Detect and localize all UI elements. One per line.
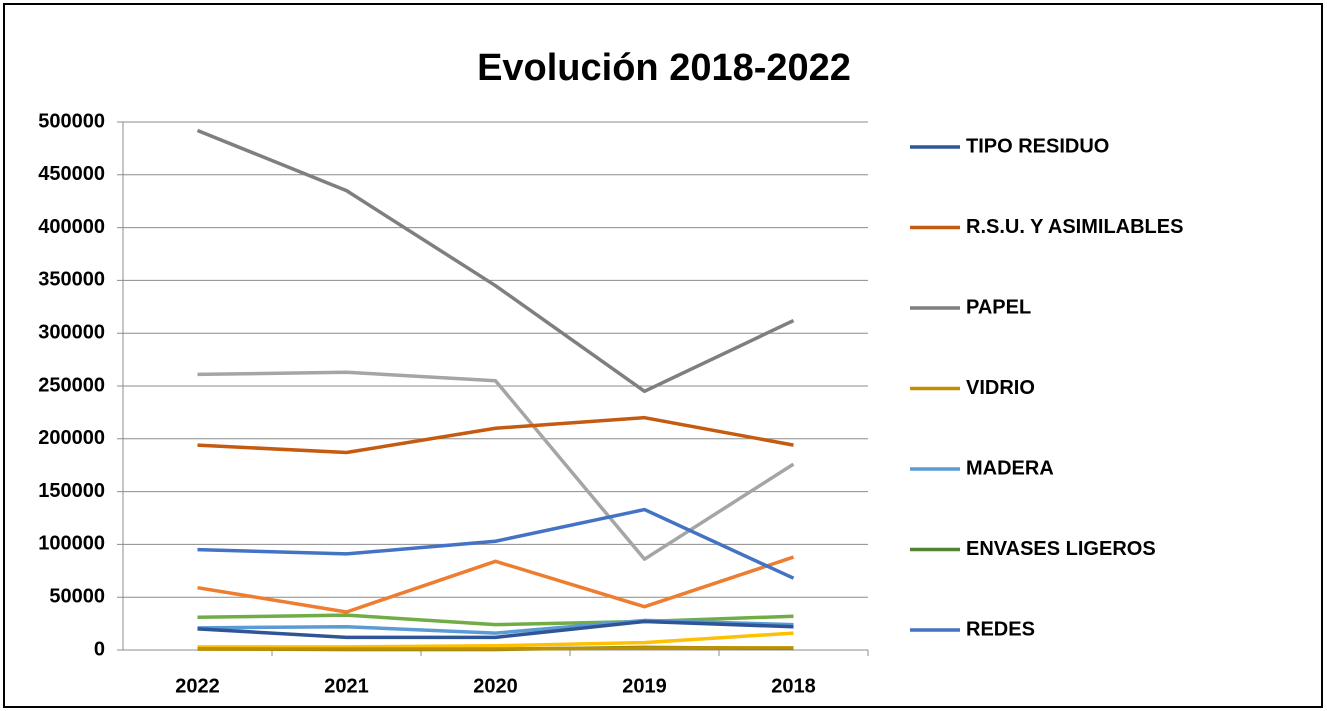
y-tick-label: 200000 (38, 427, 105, 449)
series-line (197, 646, 794, 651)
legend-label: TIPO RESIDUO (966, 135, 1109, 157)
legend-label: VIDRIO (966, 377, 1035, 399)
series-line (197, 370, 795, 561)
series-line (197, 613, 794, 627)
x-tick-label: 2019 (622, 675, 667, 697)
y-tick-label: 250000 (38, 374, 105, 396)
series-line (197, 631, 794, 649)
chart-title: Evolución 2018-2022 (477, 47, 851, 89)
x-tick-label: 2021 (324, 675, 369, 697)
chart-border (3, 3, 1323, 708)
y-tick-label: 100000 (38, 533, 105, 555)
series-line (197, 555, 795, 614)
legend-label: PAPEL (966, 296, 1031, 318)
legend-label: MADERA (966, 457, 1054, 479)
y-tick-label: 350000 (38, 269, 105, 291)
x-tick-label: 2020 (473, 675, 518, 697)
series-line (196, 128, 795, 394)
series-line (197, 507, 795, 580)
series-line (197, 415, 794, 455)
legend-label: REDES (966, 618, 1035, 640)
y-tick-label: 0 (94, 638, 105, 660)
series-line (197, 619, 794, 640)
x-tick-label: 2018 (771, 675, 816, 697)
y-tick-label: 150000 (38, 480, 105, 502)
y-tick-label: 500000 (38, 110, 105, 132)
legend-label: R.S.U. Y ASIMILABLES (966, 216, 1183, 238)
y-tick-label: 400000 (38, 216, 105, 238)
y-tick-label: 50000 (49, 585, 105, 607)
x-tick-label: 2022 (175, 675, 220, 697)
legend-label: ENVASES LIGEROS (966, 538, 1156, 560)
y-tick-label: 450000 (38, 163, 105, 185)
y-tick-label: 300000 (38, 321, 105, 343)
